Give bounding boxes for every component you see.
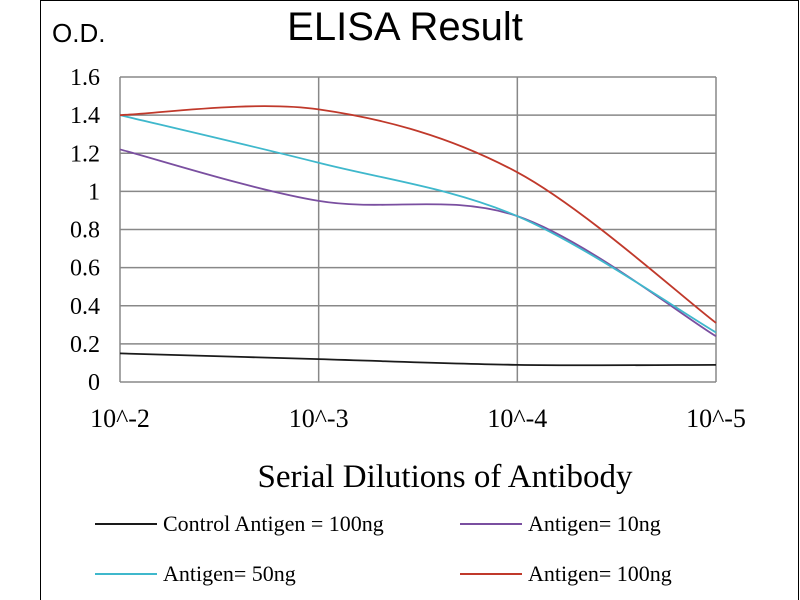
chart-title: ELISA Result: [287, 5, 523, 49]
y-tick-label: 0.4: [70, 294, 100, 320]
grid: [119, 76, 717, 383]
series-line-1: [119, 352, 717, 367]
legend-label: Antigen= 100ng: [528, 561, 672, 586]
y-tick-labels: 0 0.2 0.4 0.6 0.8 1 1.2 1.4 1.6: [70, 65, 100, 396]
series-lines: [119, 105, 717, 367]
y-tick-label: 1: [88, 179, 100, 205]
series-line-3: [119, 114, 717, 334]
legend-item: Antigen= 10ng: [460, 511, 661, 536]
y-tick-label: 0.8: [70, 218, 100, 244]
legend-label: Control Antigen = 100ng: [163, 511, 384, 536]
x-tick-label: 10^-2: [90, 404, 150, 433]
y-axis-label: O.D.: [52, 18, 105, 48]
legend-label: Antigen= 10ng: [528, 511, 661, 536]
legend-item: Control Antigen = 100ng: [95, 511, 384, 536]
chart-frame: [40, 0, 799, 600]
x-axis-label: Serial Dilutions of Antibody: [258, 459, 633, 495]
series-line-2: [119, 148, 717, 338]
legend-item: Antigen= 100ng: [460, 561, 672, 586]
y-tick-label: 1.2: [70, 141, 100, 167]
y-tick-label: 0.6: [70, 256, 100, 282]
legend-item: Antigen= 50ng: [95, 561, 296, 586]
x-tick-label: 10^-3: [289, 404, 349, 433]
y-tick-label: 0: [88, 370, 100, 396]
y-tick-label: 1.6: [70, 65, 100, 91]
x-tick-label: 10^-4: [487, 404, 547, 433]
legend: Control Antigen = 100ng Antigen= 10ng Anti…: [95, 511, 672, 586]
y-tick-label: 1.4: [70, 103, 100, 129]
y-tick-label: 0.2: [70, 332, 100, 358]
x-tick-labels: 10^-2 10^-3 10^-4 10^-5: [90, 404, 746, 433]
x-tick-label: 10^-5: [686, 404, 746, 433]
legend-label: Antigen= 50ng: [163, 561, 296, 586]
series-line-4: [119, 105, 717, 324]
